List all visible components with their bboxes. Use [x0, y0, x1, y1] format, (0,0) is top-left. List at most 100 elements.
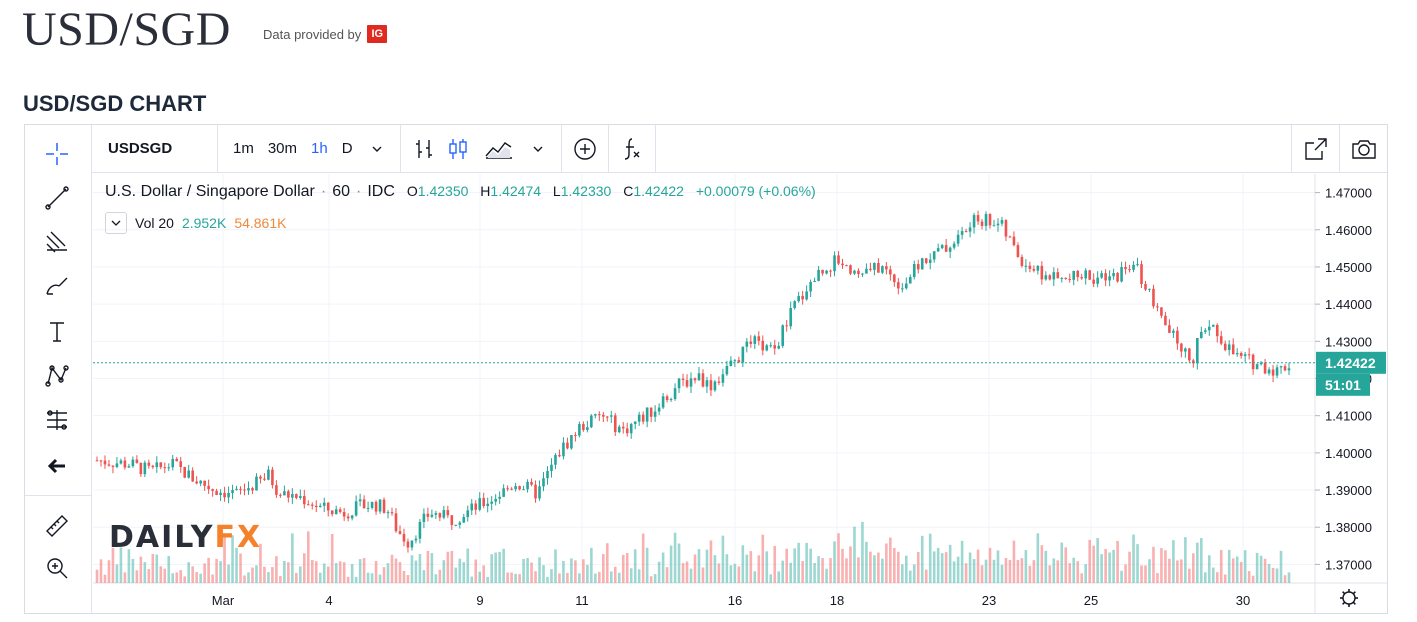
y-tick-label: 1.41000: [1325, 409, 1372, 424]
candle-body: [741, 346, 745, 363]
candle-body: [984, 214, 988, 226]
volume-bar: [685, 561, 689, 583]
chevron-down-icon[interactable]: [363, 135, 391, 163]
volume-bar: [103, 574, 107, 583]
volume-bar: [251, 567, 254, 583]
volume-bar: [609, 571, 613, 583]
volume-bar: [530, 562, 533, 583]
volume-bar: [135, 570, 139, 583]
fullscreen-icon[interactable]: [1291, 125, 1339, 173]
prediction-icon[interactable]: [37, 403, 77, 437]
candle-body: [1124, 267, 1127, 270]
candle-body: [1068, 278, 1072, 280]
candle-body: [936, 248, 940, 252]
candle-body: [303, 496, 306, 505]
bar-type-icon[interactable]: [410, 135, 438, 163]
candle-body: [223, 492, 226, 498]
add-compare-icon[interactable]: [571, 135, 599, 163]
volume-bar: [382, 567, 386, 583]
candle-body: [661, 396, 665, 408]
candle-body: [470, 503, 474, 511]
candle-body: [414, 538, 418, 541]
crosshair-icon[interactable]: [37, 137, 77, 171]
candle-body: [522, 489, 525, 491]
candle-body: [733, 360, 737, 362]
candle-body: [1136, 264, 1139, 266]
volume-bar: [406, 574, 410, 583]
collapse-legend-button[interactable]: [105, 212, 127, 234]
candle-body: [1148, 288, 1151, 290]
volume-bar: [554, 549, 557, 583]
volume-bar: [853, 526, 856, 583]
volume-bar: [765, 551, 769, 583]
candle-body: [609, 415, 613, 417]
candle-body: [1004, 220, 1008, 237]
volume-bar: [171, 573, 175, 583]
candle-body: [1112, 273, 1115, 277]
volume-bar: [729, 565, 733, 583]
volume-bar: [310, 559, 314, 583]
volume-bar: [1080, 573, 1084, 583]
volume-bar: [948, 544, 952, 583]
volume-bar: [598, 571, 601, 583]
volume-bar: [179, 570, 183, 583]
candle-body: [310, 504, 314, 506]
indicators-icon[interactable]: [618, 135, 646, 163]
timeframe-d[interactable]: D: [341, 140, 353, 157]
candle-body: [346, 516, 350, 519]
pattern-icon[interactable]: [37, 359, 77, 393]
text-icon[interactable]: [37, 315, 77, 349]
volume-bar: [924, 569, 928, 583]
candle-body: [960, 231, 964, 235]
candle-body: [139, 462, 143, 475]
volume-bar: [602, 554, 605, 583]
candle-body: [494, 498, 497, 502]
candle-body: [243, 489, 246, 491]
timeframe-1h[interactable]: 1h: [311, 140, 328, 157]
chart-canvas[interactable]: 1.470001.460001.450001.440001.430001.420…: [25, 125, 1387, 613]
volume-bar: [1152, 546, 1155, 583]
volume-bar: [705, 549, 709, 583]
candle-body: [418, 521, 422, 539]
candle-body: [350, 515, 354, 519]
candle-body: [259, 476, 262, 479]
volume-bar: [956, 556, 960, 583]
chevron-down-icon[interactable]: [524, 135, 552, 163]
candle-body: [179, 461, 183, 467]
volume-legend: Vol 20 2.952K 54.861K: [105, 212, 286, 234]
timeframe-1m[interactable]: 1m: [233, 140, 254, 157]
volume-bar: [458, 558, 462, 583]
x-tick-label: 30: [1236, 593, 1250, 608]
volume-bar: [1072, 557, 1076, 583]
trend-line-icon[interactable]: [37, 181, 77, 215]
candle-body: [952, 243, 956, 248]
y-tick-label: 1.47000: [1325, 186, 1372, 201]
candle-body: [374, 501, 378, 512]
fib-icon[interactable]: [37, 225, 77, 259]
volume-bar: [247, 572, 250, 583]
volume-bar: [374, 561, 378, 583]
volume-bar: [510, 572, 513, 583]
candle-body: [1180, 343, 1183, 352]
volume-bar: [952, 561, 956, 583]
volume-bar: [1088, 539, 1091, 583]
volume-bar: [263, 566, 266, 583]
volume-bar: [637, 569, 641, 583]
candles-icon[interactable]: [444, 135, 472, 163]
timeframe-30m[interactable]: 30m: [267, 140, 298, 157]
area-icon[interactable]: [478, 135, 518, 163]
volume-label: Vol 20: [135, 215, 174, 231]
back-arrow-icon[interactable]: [37, 449, 77, 483]
ig-logo[interactable]: IG: [367, 25, 388, 43]
brush-icon[interactable]: [37, 269, 77, 303]
snapshot-icon[interactable]: [1339, 125, 1387, 173]
volume-bar: [558, 573, 561, 583]
candle-body: [378, 499, 382, 512]
ruler-icon[interactable]: [37, 509, 77, 543]
symbol-search[interactable]: USDSGD: [92, 125, 218, 172]
candle-body: [490, 501, 493, 504]
volume-bar: [697, 549, 701, 583]
candle-body: [996, 223, 1000, 226]
zoom-icon[interactable]: [37, 551, 77, 585]
candle-body: [948, 247, 952, 252]
